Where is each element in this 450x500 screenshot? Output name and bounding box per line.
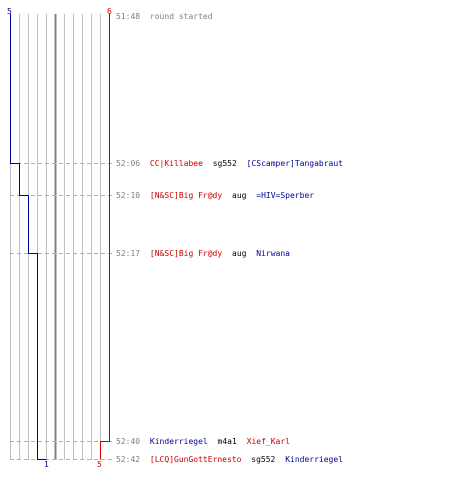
event-attacker: [LCQ]GunGottErnesto [150,455,242,464]
event-row: 52:42 [LCQ]GunGottErnesto sg552 Kinderri… [116,455,343,464]
event-attacker: [N&SC]Big Fr@dy [150,191,222,200]
timeline-grid [10,14,101,460]
event-attacker: [N&SC]Big Fr@dy [150,249,222,258]
event-time: 52:06 [116,159,140,168]
event-time: 52:10 [116,191,140,200]
event-weapon: sg552 [213,159,237,168]
event-time: 51:48 [116,12,140,21]
red-score-end: 5 [97,460,102,469]
event-time: 52:17 [116,249,140,258]
event-row: 52:17 [N&SC]Big Fr@dy aug Nirwana [116,249,290,258]
blue-score-start: 5 [7,7,12,16]
event-attacker: Kinderriegel [150,437,208,446]
event-log: 51:48 round started 52:06 CC|Killabee sg… [116,12,343,464]
blue-team-line [10,14,47,460]
red-score-start: 6 [107,7,112,16]
event-time: 52:40 [116,437,140,446]
event-victim: [CScamper]Tangabraut [247,159,344,168]
event-row: 52:10 [N&SC]Big Fr@dy aug =HIV=Sperber [116,191,314,200]
event-weapon: sg552 [251,455,275,464]
event-weapon: aug [232,249,247,258]
event-attacker: CC|Killabee [150,159,203,168]
red-team-line [100,14,110,460]
event-row: 51:48 round started [116,12,213,21]
event-row: 52:40 Kinderriegel m4a1 Xief_Karl [116,437,290,446]
blue-score-end: 1 [44,460,49,469]
event-victim: =HIV=Sperber [256,191,314,200]
event-victim: Nirwana [256,249,290,258]
event-weapon: m4a1 [218,437,237,446]
event-message: round started [150,12,213,21]
event-row: 52:06 CC|Killabee sg552 [CScamper]Tangab… [116,159,343,168]
event-victim: Xief_Karl [247,437,291,446]
event-weapon: aug [232,191,247,200]
event-victim: Kinderriegel [285,455,343,464]
event-guides [10,163,112,460]
event-time: 52:42 [116,455,140,464]
